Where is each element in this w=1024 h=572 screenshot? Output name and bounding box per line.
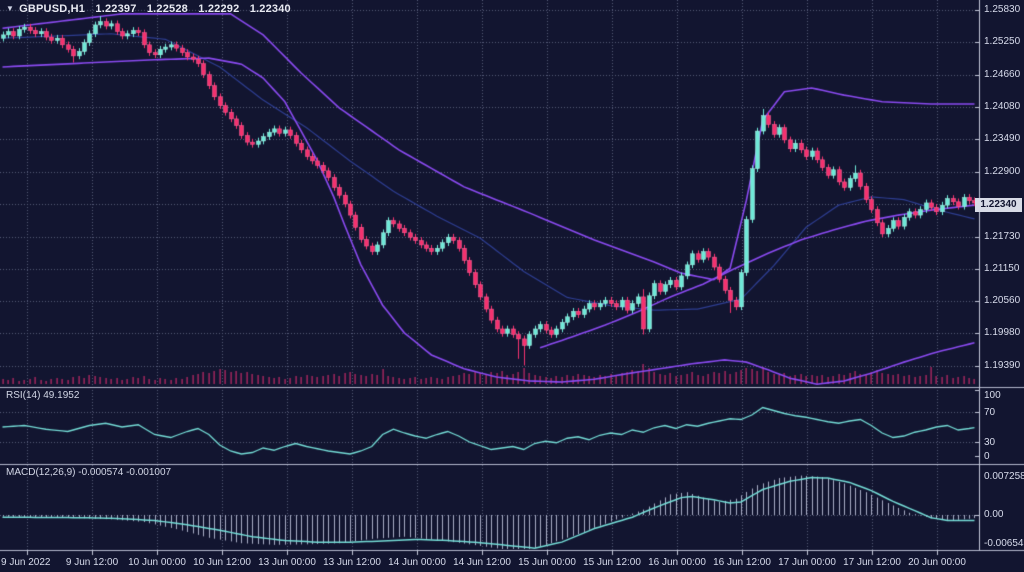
time-axis-label: 16 Jun 00:00: [648, 557, 706, 568]
time-axis-label: 16 Jun 12:00: [713, 557, 771, 568]
time-axis-label: 20 Jun 00:00: [908, 557, 966, 568]
price-axis-label: 1.25250: [984, 36, 1021, 48]
symbol-title: GBPUSD,H1: [19, 3, 86, 15]
time-axis-label: 10 Jun 12:00: [193, 557, 251, 568]
time-axis-label: 9 Jun 12:00: [65, 557, 119, 568]
price-axis-label: 1.21730: [984, 230, 1021, 242]
macd-axis-label: 0.00: [984, 509, 1004, 520]
time-axis-label: 9 Jun 2022: [1, 557, 51, 568]
macd-indicator-label: MACD(12,26,9) -0.000574 -0.001007: [6, 467, 172, 478]
rsi-axis-label: 70: [984, 407, 996, 418]
chart-info-bar: ▼ GBPUSD,H1 1.22397 1.22528 1.22292 1.223…: [6, 3, 298, 15]
price-axis-label: 1.19390: [984, 360, 1021, 371]
macd-axis-label: 0.007258: [984, 471, 1024, 482]
current-price-tag: 1.22340: [975, 198, 1022, 212]
ohlc-low: 1.22292: [198, 3, 240, 15]
time-axis-label: 13 Jun 00:00: [258, 557, 316, 568]
ohlc-close: 1.22340: [249, 3, 291, 15]
ohlc-high: 1.22528: [146, 3, 188, 15]
price-axis-label: 1.25830: [984, 4, 1021, 15]
symbol-dropdown-icon: ▼: [6, 4, 15, 13]
time-axis-label: 15 Jun 12:00: [583, 557, 641, 568]
rsi-axis-label: 0: [984, 451, 990, 462]
rsi-axis-label: 30: [984, 437, 996, 448]
time-axis-label: 14 Jun 12:00: [453, 557, 511, 568]
rsi-axis-label: 100: [984, 390, 1001, 401]
rsi-indicator-label: RSI(14) 49.1952: [6, 390, 80, 401]
price-axis-label: 1.21150: [984, 262, 1020, 274]
time-axis-label: 10 Jun 00:00: [128, 557, 186, 568]
price-axis-label: 1.23490: [984, 133, 1021, 145]
time-axis-label: 14 Jun 00:00: [388, 557, 446, 568]
price-axis-label: 1.19980: [984, 327, 1021, 339]
price-axis-label: 1.20560: [984, 295, 1021, 307]
time-axis-label: 17 Jun 00:00: [778, 557, 836, 568]
time-axis-label: 13 Jun 12:00: [323, 557, 381, 568]
time-axis-label: 15 Jun 00:00: [518, 557, 576, 568]
price-axis-label: 1.24080: [984, 100, 1021, 112]
ohlc-open: 1.22397: [95, 3, 137, 15]
price-axis-label: 1.22900: [984, 165, 1021, 177]
macd-axis-label: -0.006541: [984, 538, 1024, 549]
time-axis-label: 17 Jun 12:00: [843, 557, 901, 568]
price-axis-label: 1.24660: [984, 68, 1021, 80]
